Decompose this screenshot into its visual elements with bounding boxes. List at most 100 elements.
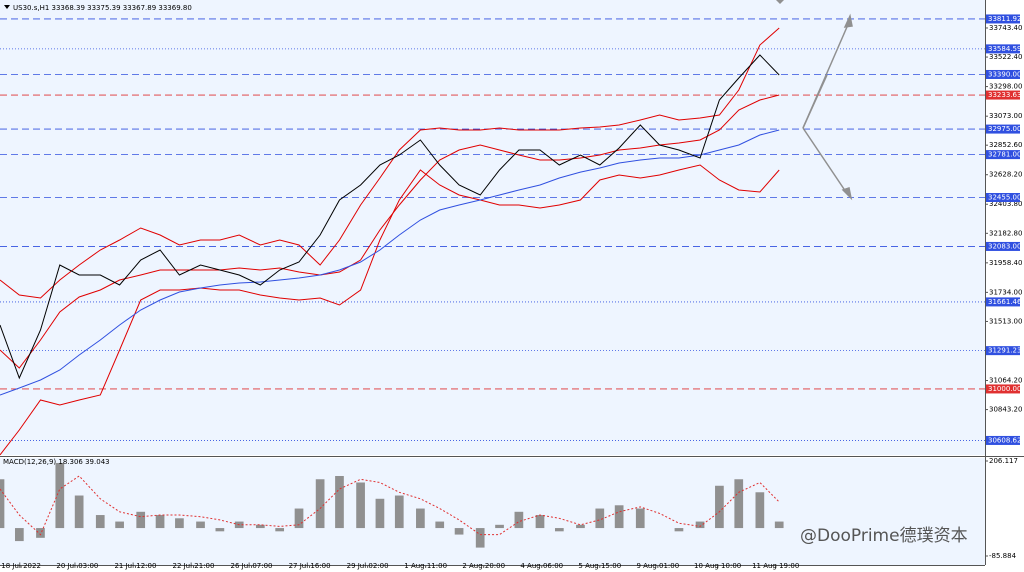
histogram-bar bbox=[55, 462, 65, 529]
y-tick-label: 33743.40 bbox=[989, 24, 1022, 32]
level-label: 33233.63 bbox=[988, 91, 1021, 99]
histogram-bar bbox=[375, 498, 385, 529]
series-line bbox=[0, 94, 780, 369]
y-tick-label: 32182.80 bbox=[989, 229, 1022, 237]
dropdown-icon[interactable] bbox=[4, 5, 10, 9]
watermark: @DooPrime德璞资本 bbox=[800, 526, 968, 546]
y-tick-label: 32852.60 bbox=[989, 141, 1022, 149]
x-tick-label: 26 Jul 07:00 bbox=[231, 562, 273, 570]
x-tick-label: 21 Jul 12:00 bbox=[114, 562, 156, 570]
macd-panel bbox=[0, 458, 985, 565]
histogram-bar bbox=[175, 518, 184, 529]
histogram-bar bbox=[335, 475, 344, 529]
y-tick-label: 31513.00 bbox=[989, 317, 1022, 325]
y-tick-label: 31064.20 bbox=[989, 377, 1022, 385]
level-label: 30608.62 bbox=[988, 436, 1021, 444]
y-tick-label: 30843.20 bbox=[989, 406, 1022, 414]
histogram-bar bbox=[115, 521, 124, 529]
scroll-marker bbox=[776, 0, 784, 4]
histogram-bar bbox=[495, 524, 504, 529]
histogram-bar bbox=[535, 515, 545, 529]
level-label-bg bbox=[986, 14, 1020, 24]
x-tick-label: 2 Aug 20:00 bbox=[462, 562, 505, 570]
y-tick-label: 33073.00 bbox=[989, 112, 1022, 120]
x-tick-label: 18 Jul 2022 bbox=[1, 562, 41, 570]
y-tick-label: 32403.80 bbox=[989, 200, 1022, 208]
level-label: 32781.00 bbox=[988, 151, 1021, 159]
histogram-bar bbox=[294, 508, 304, 529]
histogram-bar bbox=[475, 528, 485, 548]
level-label: 31661.46 bbox=[988, 298, 1022, 306]
histogram-bar bbox=[14, 528, 24, 542]
level-label-bg bbox=[986, 346, 1020, 356]
histogram-bar bbox=[576, 524, 585, 529]
x-tick-label: 11 Aug 19:00 bbox=[752, 562, 799, 570]
x-tick-label: 1 Aug 11:00 bbox=[404, 562, 447, 570]
level-label-bg bbox=[986, 435, 1020, 445]
histogram-bar bbox=[394, 495, 404, 529]
histogram-bar bbox=[595, 508, 605, 529]
level-label: 31000.00 bbox=[988, 385, 1021, 393]
x-tick-label: 10 Aug 10:00 bbox=[694, 562, 741, 570]
histogram-bar bbox=[0, 479, 5, 529]
series-line bbox=[0, 475, 780, 536]
x-tick-label: 22 Jul 21:00 bbox=[172, 562, 214, 570]
price-panel bbox=[0, 0, 985, 455]
level-label-bg bbox=[986, 90, 1020, 100]
histogram-bar bbox=[416, 508, 425, 529]
macd-title: MACD(12,26,9) 18.306 39.043 bbox=[3, 458, 110, 466]
histogram-bar bbox=[74, 495, 84, 529]
level-label-bg bbox=[986, 241, 1020, 251]
histogram-bar bbox=[674, 528, 684, 532]
level-label-bg bbox=[986, 124, 1020, 134]
histogram-bar bbox=[774, 521, 784, 529]
level-label: 33390.00 bbox=[988, 70, 1021, 78]
level-label: 31291.23 bbox=[988, 347, 1021, 355]
level-label: 32455.00 bbox=[988, 194, 1021, 202]
histogram-bar bbox=[136, 511, 146, 529]
level-label: 33811.92 bbox=[988, 15, 1021, 23]
y-tick-label: 33522.40 bbox=[989, 53, 1022, 61]
histogram-bar bbox=[196, 521, 205, 529]
series-line bbox=[0, 27, 780, 299]
histogram-bar bbox=[356, 482, 365, 529]
level-label: 32083.00 bbox=[988, 242, 1021, 250]
level-label-bg bbox=[986, 384, 1020, 394]
histogram-bar bbox=[215, 528, 225, 532]
x-tick-label: 29 Jul 02:00 bbox=[347, 562, 389, 570]
chart-title: US30.s,H1 33368.39 33375.39 33367.89 333… bbox=[13, 4, 192, 12]
level-label-bg bbox=[986, 297, 1020, 307]
y-tick-label: 31734.00 bbox=[989, 288, 1022, 296]
series-line bbox=[0, 129, 780, 396]
level-label: 32975.00 bbox=[988, 125, 1021, 133]
x-tick-label: 9 Aug 01:00 bbox=[636, 562, 679, 570]
histogram-bar bbox=[255, 524, 265, 529]
level-label-bg bbox=[986, 193, 1020, 202]
y-tick-label: 206.117 bbox=[989, 457, 1018, 465]
histogram-bar bbox=[695, 521, 705, 529]
y-tick-label: 33298.00 bbox=[989, 83, 1022, 91]
x-tick-label: 4 Aug 06:00 bbox=[520, 562, 563, 570]
histogram-bar bbox=[155, 515, 165, 529]
series-line bbox=[0, 164, 780, 456]
histogram-bar bbox=[95, 515, 105, 529]
histogram-bar bbox=[454, 528, 464, 535]
level-label-bg bbox=[986, 44, 1020, 54]
x-tick-label: 5 Aug 15:00 bbox=[578, 562, 621, 570]
histogram-bar bbox=[554, 528, 564, 532]
histogram-bar bbox=[36, 528, 45, 538]
histogram-bar bbox=[734, 479, 744, 529]
level-label: 33584.59 bbox=[988, 45, 1021, 53]
histogram-bar bbox=[635, 508, 645, 529]
level-label-bg bbox=[986, 69, 1020, 79]
histogram-bar bbox=[275, 528, 285, 532]
y-tick-label: -85.884 bbox=[989, 552, 1017, 560]
x-tick-label: 20 Jul 03:00 bbox=[56, 562, 98, 570]
histogram-bar bbox=[514, 511, 524, 529]
histogram-bar bbox=[614, 505, 624, 529]
histogram-bar bbox=[435, 521, 445, 529]
histogram-bar bbox=[755, 492, 765, 529]
x-tick-label: 27 Jul 16:00 bbox=[289, 562, 331, 570]
series-line bbox=[0, 54, 780, 380]
